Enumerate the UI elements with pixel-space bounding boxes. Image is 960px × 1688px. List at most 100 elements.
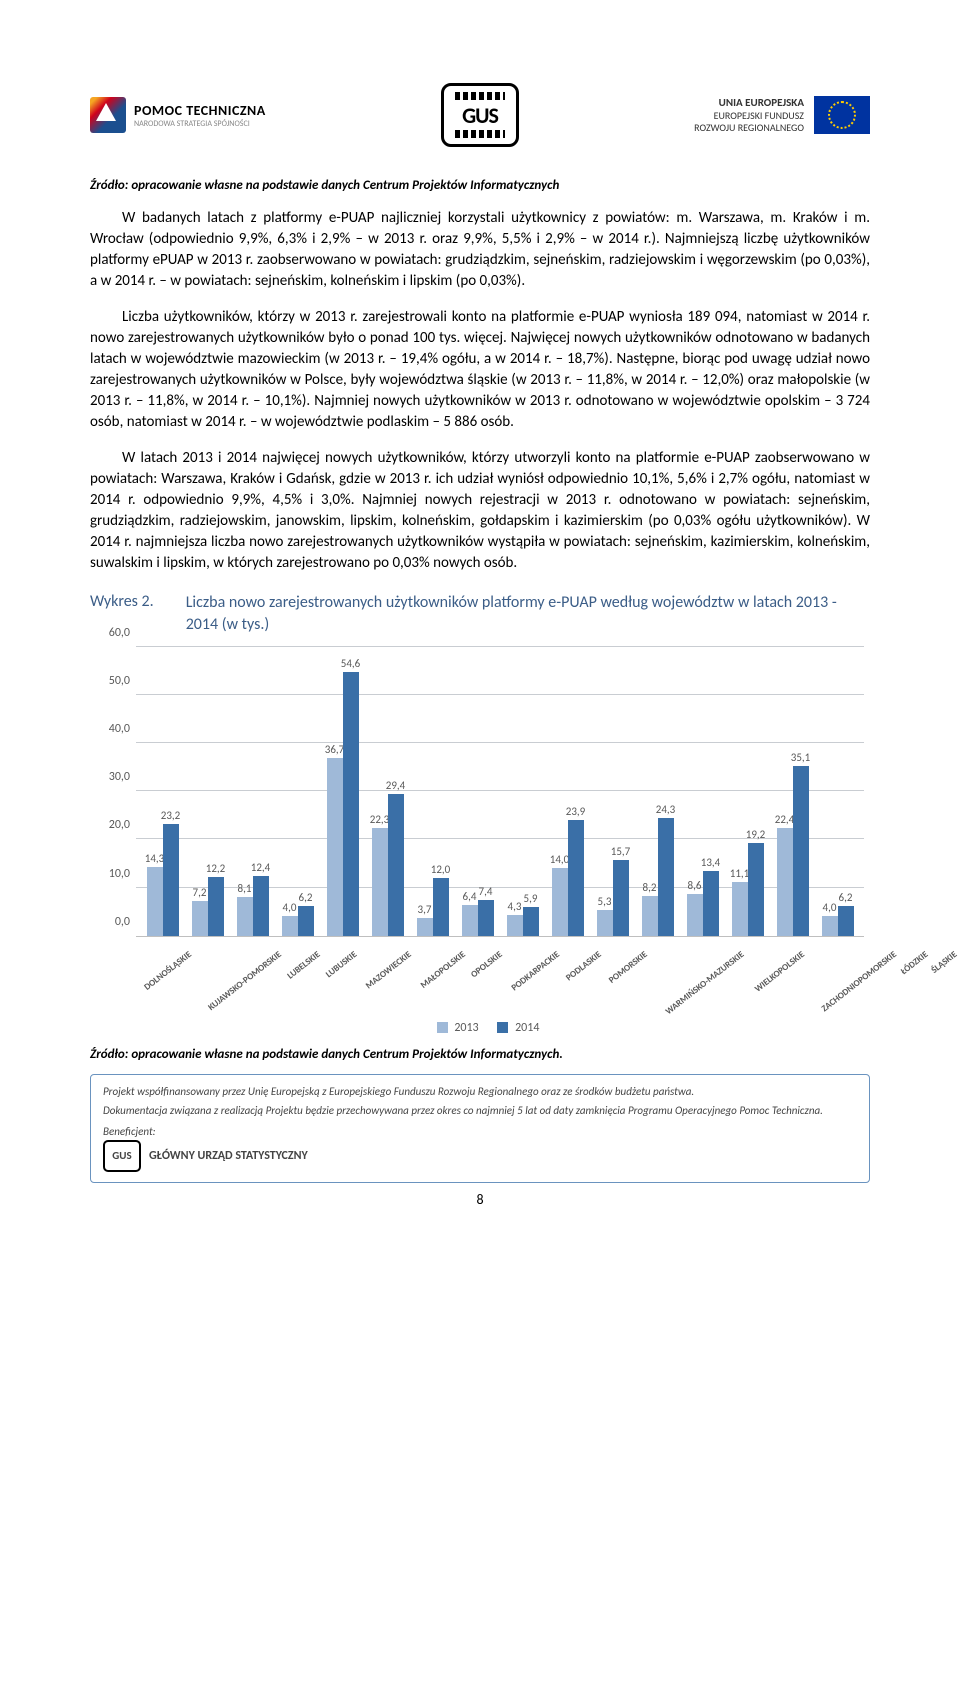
chart-y-tick: 60,0 <box>98 626 130 640</box>
bar-2013: 4,3 <box>507 915 523 936</box>
bar-group: 3,712,0 <box>410 878 455 936</box>
bar-group: 22,329,4 <box>365 794 410 936</box>
bar-value-label: 24,3 <box>656 803 675 816</box>
bar-value-label: 8,6 <box>688 879 702 892</box>
bar-2014: 13,4 <box>703 871 719 936</box>
bar-group: 22,435,1 <box>770 766 815 936</box>
logo-gus: GUS <box>441 83 519 147</box>
bar-2013: 8,2 <box>642 896 658 936</box>
bar-2013: 14,3 <box>147 867 163 936</box>
bar-value-label: 23,2 <box>161 809 180 822</box>
pt-subtitle: NARODOWA STRATEGIA SPÓJNOŚCI <box>134 119 266 129</box>
bar-2014: 35,1 <box>793 766 809 936</box>
bar-2014: 7,4 <box>478 900 494 936</box>
bar-group: 4,35,9 <box>500 907 545 936</box>
bar-2014: 12,4 <box>253 876 269 936</box>
bar-2013: 3,7 <box>417 918 433 936</box>
bar-value-label: 7,2 <box>193 886 207 899</box>
bar-value-label: 8,1 <box>238 882 252 895</box>
bar-group: 8,112,4 <box>230 876 275 936</box>
page-number: 8 <box>90 1191 870 1208</box>
bar-group: 4,06,2 <box>815 906 860 936</box>
bar-2014: 15,7 <box>613 860 629 936</box>
bar-2014: 23,9 <box>568 820 584 936</box>
paragraph-3: W latach 2013 i 2014 najwięcej nowych uż… <box>90 448 870 574</box>
bar-value-label: 12,2 <box>206 862 225 875</box>
bar-value-label: 3,7 <box>418 903 432 916</box>
chart-y-tick: 10,0 <box>98 867 130 881</box>
chart-bars-row: 14,323,27,212,28,112,44,06,236,754,622,3… <box>136 647 864 936</box>
bar-value-label: 14,3 <box>145 852 164 865</box>
bar-value-label: 11,1 <box>730 867 749 880</box>
bar-group: 5,315,7 <box>590 860 635 936</box>
bar-2014: 23,2 <box>163 824 179 936</box>
bar-group: 14,323,2 <box>140 824 185 936</box>
beneficiary-name: GŁÓWNY URZĄD STATYSTYCZNY <box>149 1149 308 1163</box>
bar-2014: 24,3 <box>658 818 674 935</box>
bar-value-label: 15,7 <box>611 845 630 858</box>
chart-heading: Wykres 2. Liczba nowo zarejestrowanych u… <box>90 592 870 637</box>
bar-2014: 19,2 <box>748 843 764 936</box>
chart-y-tick: 50,0 <box>98 674 130 688</box>
bar-value-label: 22,4 <box>775 813 794 826</box>
bar-2013: 8,1 <box>237 897 253 936</box>
bar-2013: 4,0 <box>822 916 838 935</box>
eu-line1: EUROPEJSKI FUNDUSZ <box>694 110 804 122</box>
bar-2014: 6,2 <box>838 906 854 936</box>
eu-line2: ROZWOJU REGIONALNEGO <box>694 122 804 134</box>
bar-2013: 8,6 <box>687 894 703 936</box>
bar-group: 8,613,4 <box>680 871 725 936</box>
bar-group: 8,224,3 <box>635 818 680 935</box>
header-logos: POMOC TECHNICZNA NARODOWA STRATEGIA SPÓJ… <box>90 70 870 160</box>
eu-title: UNIA EUROPEJSKA <box>694 96 804 109</box>
bar-2013: 6,4 <box>462 905 478 936</box>
bar-value-label: 4,3 <box>508 900 522 913</box>
chart-y-tick: 30,0 <box>98 770 130 784</box>
bar-value-label: 23,9 <box>566 805 585 818</box>
bar-value-label: 4,0 <box>283 901 297 914</box>
bar-2014: 29,4 <box>388 794 404 936</box>
bar-value-label: 4,0 <box>823 901 837 914</box>
bar-value-label: 54,6 <box>341 657 360 670</box>
gus-logo-icon: GUS <box>441 83 519 147</box>
pt-title: POMOC TECHNICZNA <box>134 102 266 119</box>
bar-2013: 4,0 <box>282 916 298 935</box>
bar-2013: 5,3 <box>597 910 613 936</box>
bar-value-label: 5,9 <box>524 892 538 905</box>
bar-value-label: 5,3 <box>598 895 612 908</box>
chart-x-axis: DOLNOŚLĄSKIEKUJAWSKO-POMORSKIELUBELSKIEL… <box>136 937 864 1027</box>
logo-eu: UNIA EUROPEJSKA EUROPEJSKI FUNDUSZ ROZWO… <box>694 96 870 134</box>
eu-flag-icon <box>814 96 870 134</box>
bar-value-label: 7,4 <box>479 885 493 898</box>
bar-2013: 11,1 <box>732 882 748 936</box>
bar-value-label: 35,1 <box>791 751 810 764</box>
bar-2013: 36,7 <box>327 758 343 935</box>
bar-2014: 12,0 <box>433 878 449 936</box>
footer-line1: Projekt współfinansowany przez Unię Euro… <box>103 1085 857 1098</box>
bar-2013: 14,0 <box>552 868 568 936</box>
bar-2013: 22,3 <box>372 828 388 936</box>
bar-2014: 54,6 <box>343 672 359 936</box>
bar-chart: 0,010,020,030,040,050,060,014,323,27,212… <box>100 647 870 1027</box>
bar-value-label: 36,7 <box>325 743 344 756</box>
bar-2014: 6,2 <box>298 906 314 936</box>
chart-y-tick: 40,0 <box>98 722 130 736</box>
beneficiary-label: Beneficjent: <box>103 1125 857 1138</box>
bar-value-label: 13,4 <box>701 856 720 869</box>
bar-group: 11,119,2 <box>725 843 770 936</box>
bar-group: 4,06,2 <box>275 906 320 936</box>
chart-title: Liczba nowo zarejestrowanych użytkownikó… <box>186 592 870 637</box>
chart-y-tick: 0,0 <box>98 915 130 929</box>
bar-value-label: 6,4 <box>463 890 477 903</box>
pt-badge-icon <box>90 97 126 133</box>
bar-2014: 5,9 <box>523 907 539 936</box>
logo-pomoc-techniczna: POMOC TECHNICZNA NARODOWA STRATEGIA SPÓJ… <box>90 97 266 133</box>
paragraph-2: Liczba użytkowników, którzy w 2013 r. za… <box>90 307 870 433</box>
bar-group: 6,47,4 <box>455 900 500 936</box>
bar-value-label: 14,0 <box>550 853 569 866</box>
bar-group: 14,023,9 <box>545 820 590 936</box>
bar-value-label: 29,4 <box>386 779 405 792</box>
bar-group: 36,754,6 <box>320 672 365 936</box>
bar-2014: 12,2 <box>208 877 224 936</box>
bar-value-label: 12,4 <box>251 861 270 874</box>
